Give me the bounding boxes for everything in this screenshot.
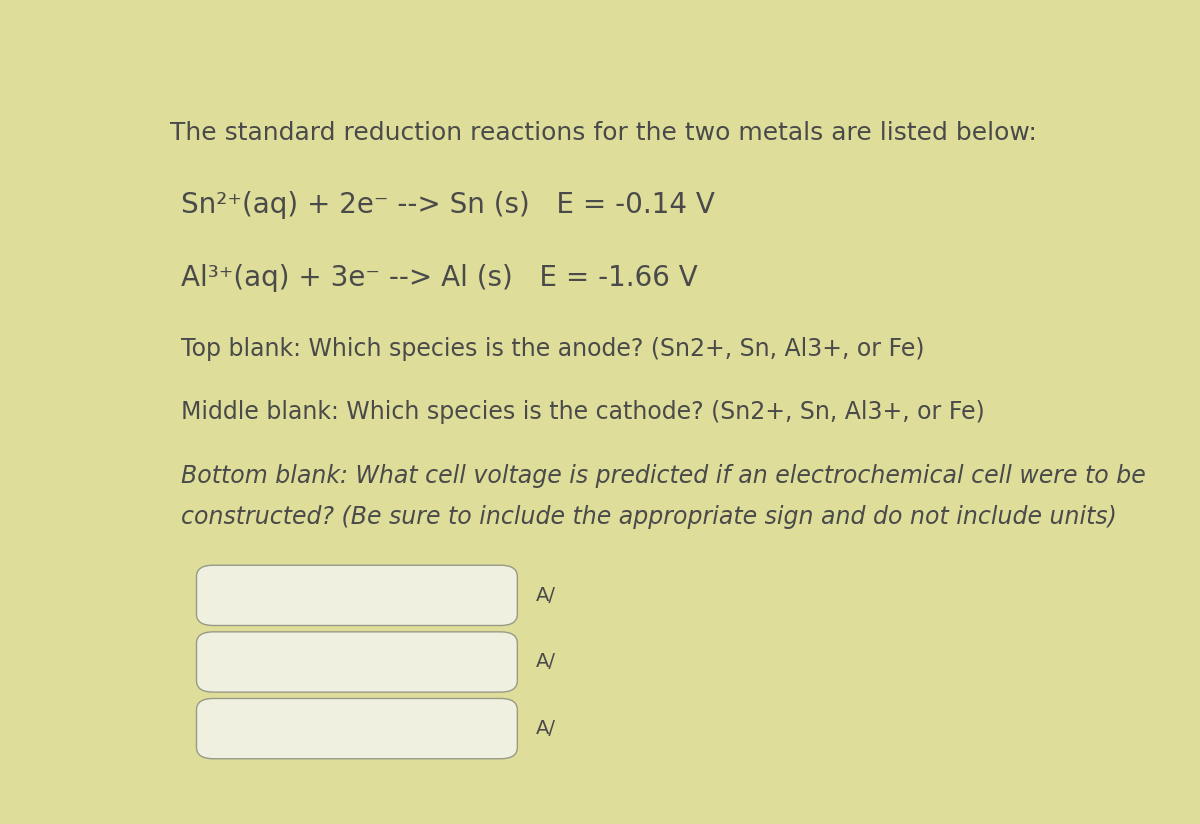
Text: Sn²⁺(aq) + 2e⁻ --> Sn (s)   E = -0.14 V: Sn²⁺(aq) + 2e⁻ --> Sn (s) E = -0.14 V	[181, 191, 714, 219]
Text: A/: A/	[536, 719, 556, 737]
Text: Middle blank: Which species is the cathode? (Sn2+, Sn, Al3+, or Fe): Middle blank: Which species is the catho…	[181, 400, 984, 424]
Text: The standard reduction reactions for the two metals are listed below:: The standard reduction reactions for the…	[170, 121, 1037, 145]
FancyBboxPatch shape	[197, 565, 517, 625]
FancyBboxPatch shape	[197, 632, 517, 692]
Text: Bottom blank: What cell voltage is predicted if an electrochemical cell were to : Bottom blank: What cell voltage is predi…	[181, 464, 1146, 488]
Text: A/: A/	[536, 652, 556, 672]
Text: Al³⁺(aq) + 3e⁻ --> Al (s)   E = -1.66 V: Al³⁺(aq) + 3e⁻ --> Al (s) E = -1.66 V	[181, 264, 697, 292]
Text: constructed? (Be sure to include the appropriate sign and do not include units): constructed? (Be sure to include the app…	[181, 505, 1116, 529]
Text: Top blank: Which species is the anode? (Sn2+, Sn, Al3+, or Fe): Top blank: Which species is the anode? (…	[181, 337, 924, 361]
FancyBboxPatch shape	[197, 699, 517, 759]
Text: A/: A/	[536, 586, 556, 605]
